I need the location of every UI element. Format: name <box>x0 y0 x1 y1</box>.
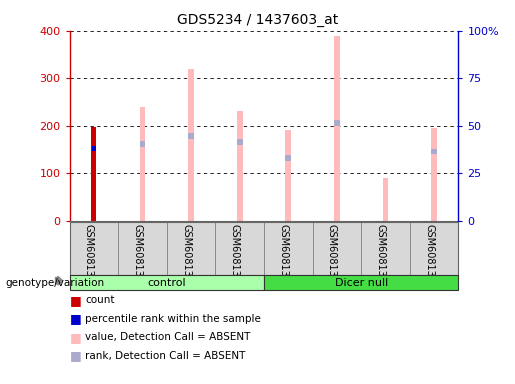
Text: count: count <box>85 295 114 305</box>
Bar <box>91 127 96 221</box>
Bar <box>92 146 96 151</box>
Text: GDS5234 / 1437603_at: GDS5234 / 1437603_at <box>177 13 338 27</box>
Text: GSM608137: GSM608137 <box>424 224 434 283</box>
Bar <box>237 111 243 221</box>
Bar <box>431 127 437 221</box>
FancyArrow shape <box>56 276 63 285</box>
Text: value, Detection Call = ABSENT: value, Detection Call = ABSENT <box>85 332 250 342</box>
Text: ■: ■ <box>70 349 81 362</box>
Bar <box>285 129 291 221</box>
Text: ■: ■ <box>70 331 81 344</box>
Bar <box>188 69 194 221</box>
Text: rank, Detection Call = ABSENT: rank, Detection Call = ABSENT <box>85 351 245 361</box>
Bar <box>140 107 145 221</box>
Text: ■: ■ <box>70 294 81 307</box>
Bar <box>237 139 243 145</box>
Text: genotype/variation: genotype/variation <box>5 278 104 288</box>
Bar <box>140 141 145 147</box>
Text: GSM608132: GSM608132 <box>181 224 191 283</box>
Bar <box>264 275 458 290</box>
Text: percentile rank within the sample: percentile rank within the sample <box>85 314 261 324</box>
Text: GSM608135: GSM608135 <box>327 224 337 283</box>
Text: Dicer null: Dicer null <box>335 278 388 288</box>
Bar <box>70 275 264 290</box>
Text: GSM608134: GSM608134 <box>278 224 288 283</box>
Bar <box>285 155 291 161</box>
Bar <box>431 149 437 154</box>
Text: control: control <box>147 278 186 288</box>
Text: GSM608136: GSM608136 <box>375 224 385 283</box>
Bar <box>334 36 340 221</box>
Text: ■: ■ <box>70 312 81 325</box>
Bar <box>188 133 194 139</box>
Text: GSM608133: GSM608133 <box>230 224 239 283</box>
Bar <box>383 177 388 221</box>
Text: GSM608131: GSM608131 <box>132 224 143 283</box>
Text: GSM608130: GSM608130 <box>84 224 94 283</box>
Bar <box>334 120 340 126</box>
